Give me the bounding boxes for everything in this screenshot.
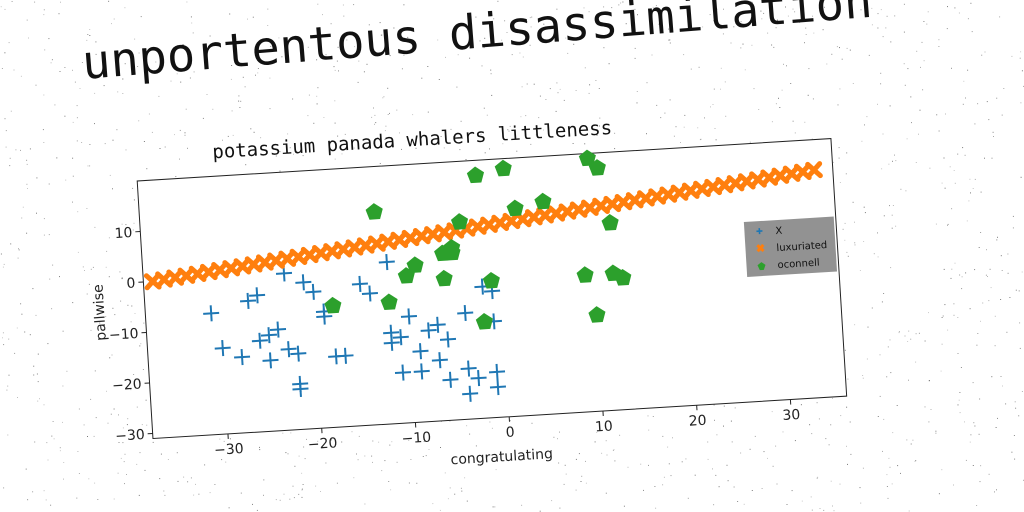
y-tick-label: 0: [126, 276, 136, 293]
data-point: [249, 287, 266, 304]
chart-container: potassium panada whalers littleness −30−…: [80, 94, 891, 502]
data-point: [488, 363, 506, 380]
data-point: [462, 385, 479, 402]
data-point: [413, 363, 430, 380]
data-point: [805, 161, 823, 179]
legend-label-x: X: [775, 226, 783, 237]
data-point: [380, 293, 398, 311]
data-point: [494, 159, 512, 177]
legend-box: [743, 216, 838, 277]
data-point: [400, 308, 418, 325]
data-point: [251, 332, 268, 349]
x-tick-label: −30: [214, 441, 244, 459]
x-tick-label: −20: [307, 435, 337, 453]
data-point: [361, 285, 378, 302]
data-point: [460, 360, 477, 377]
data-point: [457, 304, 474, 322]
data-point: [406, 256, 424, 274]
data-point: [262, 352, 279, 369]
data-point: [365, 203, 383, 220]
data-point: [292, 380, 309, 398]
legend-marker-oconnell: [757, 262, 766, 271]
data-point: [482, 271, 500, 289]
data-point: [439, 331, 457, 348]
series-luxuriated: [143, 161, 823, 291]
data-point: [466, 166, 485, 184]
y-tick-label: −10: [109, 326, 139, 344]
x-tick-label: 20: [688, 413, 707, 430]
data-point: [534, 192, 552, 210]
data-point: [420, 322, 437, 339]
data-point: [394, 364, 412, 381]
data-point: [269, 321, 287, 338]
data-point: [383, 324, 400, 341]
data-point: [506, 199, 524, 217]
x-axis-label: congratulating: [450, 446, 553, 468]
x-tick-label: −10: [401, 430, 431, 448]
legend-marker-luxuriated: [756, 243, 765, 253]
chart-marks: [143, 149, 823, 402]
data-point: [305, 283, 322, 300]
legend-label-luxuriated: luxuriated: [776, 240, 827, 254]
axis-ticks: −30 −20 −10 0 10 20 30 −30 −20 −10 0 10: [109, 225, 801, 459]
data-point: [442, 371, 459, 388]
data-point: [578, 149, 596, 167]
data-point: [412, 343, 429, 360]
y-tick-label: −20: [112, 376, 142, 394]
data-point: [431, 352, 448, 369]
data-point: [260, 327, 278, 344]
data-point: [240, 292, 257, 309]
scatter-chart: potassium panada whalers littleness −30−…: [90, 117, 848, 468]
data-point: [429, 316, 446, 333]
data-point: [337, 347, 354, 364]
series-oconnell: [324, 149, 632, 330]
data-point: [280, 341, 297, 358]
data-point: [392, 329, 409, 346]
data-point: [295, 274, 312, 291]
x-tick-label: 30: [782, 407, 801, 424]
data-point: [214, 340, 231, 357]
data-point: [470, 370, 487, 387]
data-point: [203, 305, 220, 322]
data-point: [601, 214, 619, 231]
data-point: [324, 296, 342, 314]
data-point: [234, 349, 251, 366]
data-point: [576, 266, 594, 283]
data-point: [475, 312, 493, 330]
x-tick-label: 10: [595, 418, 614, 435]
legend: X luxuriated oconnell: [743, 216, 838, 277]
legend-marker-x: [756, 228, 763, 235]
data-point: [588, 306, 606, 323]
data-point: [443, 238, 461, 256]
y-tick-label: −30: [115, 427, 145, 445]
data-point: [351, 275, 368, 293]
data-point: [290, 345, 307, 362]
data-point: [489, 378, 507, 396]
data-point: [378, 253, 395, 271]
data-point: [450, 213, 469, 230]
data-point: [588, 159, 606, 176]
data-point: [614, 269, 632, 286]
y-tick-label: 10: [114, 225, 133, 242]
legend-label-oconnell: oconnell: [777, 258, 820, 272]
y-axis-label: pallwise: [90, 284, 109, 341]
data-point: [435, 269, 453, 287]
x-tick-label: 0: [505, 424, 515, 441]
